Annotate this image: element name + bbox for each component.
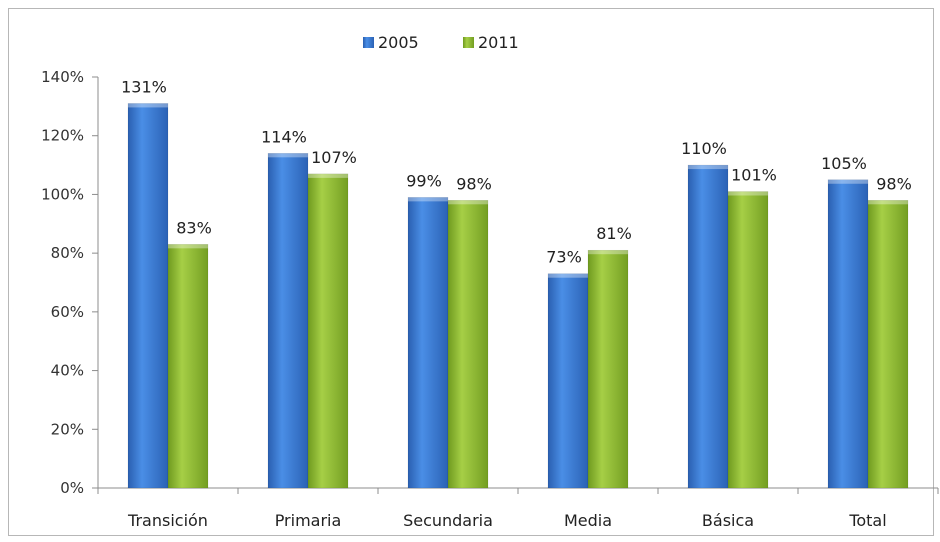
x-category-label: Transición	[127, 511, 208, 530]
bar-2011-5	[867, 200, 909, 489]
data-label-2005-4: 110%	[681, 139, 727, 158]
bar-2011-0	[167, 244, 209, 489]
bar-highlight	[168, 244, 208, 249]
bar-highlight	[828, 179, 868, 184]
legend-label-2011: 2011	[478, 33, 519, 52]
bar-2011-1	[307, 173, 349, 489]
data-labels: 131% 114% 99% 73% 110% 105% 83% 107% 98% 81% 101% 9…	[121, 77, 912, 266]
bar-highlight	[728, 191, 768, 196]
data-label-2011-0: 83%	[176, 218, 212, 237]
data-label-2011-5: 98%	[876, 174, 912, 193]
y-tick-label: 100%	[41, 185, 84, 203]
x-axis: Transición Primaria Secundaria Media Básica T…	[97, 487, 939, 530]
bar-2011-2	[447, 200, 489, 489]
y-tick-label: 140%	[41, 68, 84, 86]
x-category-label: Media	[564, 511, 612, 530]
y-tick-label: 40%	[51, 362, 84, 380]
x-category-label: Primaria	[275, 511, 342, 530]
legend-swatch-2005	[363, 37, 374, 48]
data-label-2005-5: 105%	[821, 154, 867, 173]
bar-highlight	[128, 103, 168, 108]
bars	[127, 103, 909, 489]
bar-2005-3	[547, 273, 589, 489]
bar-highlight	[688, 165, 728, 170]
legend-swatch-2011	[463, 37, 474, 48]
bar-2011-4	[727, 191, 769, 489]
bar-2005-1	[267, 153, 309, 489]
bar-2005-0	[127, 103, 169, 489]
bar-highlight	[408, 197, 448, 202]
bar-highlight	[308, 173, 348, 178]
x-category-label: Secundaria	[403, 511, 493, 530]
data-label-2005-0: 131%	[121, 77, 167, 96]
y-axis: 0% 20% 40% 60% 80% 100% 120% 140%	[41, 68, 99, 497]
y-tick-label: 20%	[51, 420, 84, 438]
y-tick-label: 60%	[51, 303, 84, 321]
data-label-2005-2: 99%	[406, 171, 442, 190]
data-label-2011-3: 81%	[596, 224, 632, 243]
data-label-2011-4: 101%	[731, 165, 777, 184]
data-label-2005-3: 73%	[546, 248, 582, 267]
bar-2005-4	[687, 164, 729, 489]
data-label-2005-1: 114%	[261, 127, 307, 146]
bar-highlight	[448, 200, 488, 205]
bar-2005-5	[827, 179, 869, 489]
bar-2011-3	[587, 249, 629, 489]
bar-highlight	[548, 273, 588, 278]
data-label-2011-1: 107%	[311, 148, 357, 167]
bar-highlight	[868, 200, 908, 205]
data-label-2011-2: 98%	[456, 174, 492, 193]
bar-2005-2	[407, 197, 449, 489]
x-category-label: Básica	[702, 511, 754, 530]
bar-highlight	[588, 250, 628, 255]
bar-highlight	[268, 153, 308, 158]
y-tick-label: 120%	[41, 127, 84, 145]
y-tick-label: 80%	[51, 244, 84, 262]
legend-label-2005: 2005	[378, 33, 419, 52]
x-category-label: Total	[848, 511, 886, 530]
y-tick-label: 0%	[60, 479, 84, 497]
legend: 2005 2011	[363, 33, 519, 52]
